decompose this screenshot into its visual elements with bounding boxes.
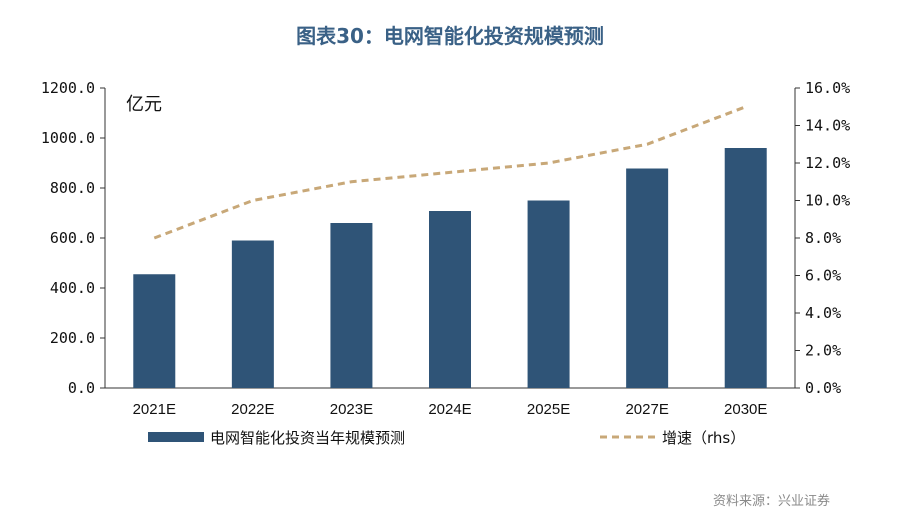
x-tick-label: 2021E (133, 401, 176, 418)
y-axis-unit-label: 亿元 (126, 94, 162, 115)
y-tick-label-right: 10.0% (805, 192, 850, 210)
x-tick-label: 2027E (625, 401, 668, 418)
x-tick-labels: 2021E 2022E 2023E 2024E 2025E 2027E 2030E (133, 401, 768, 418)
bar (330, 223, 373, 388)
chart-title: 图表30：电网智能化投资规模预测 (296, 24, 604, 48)
y-tick-label-right: 6.0% (805, 267, 841, 285)
y-tick-label-left: 1000.0 (41, 129, 95, 147)
y-tick-label-left: 1200.0 (41, 79, 95, 97)
y-ticks-left: 0.0 200.0 400.0 600.0 800.0 1000.0 1200.0 (41, 79, 105, 397)
y-ticks-right: 0.0% 2.0% 4.0% 6.0% 8.0% 10.0% 12.0% 14.0% 16.0% (795, 79, 850, 397)
y-tick-label-left: 200.0 (50, 329, 95, 347)
x-tick-label: 2024E (428, 401, 471, 418)
y-tick-label-left: 800.0 (50, 179, 95, 197)
bar (626, 168, 669, 388)
y-tick-label-left: 400.0 (50, 279, 95, 297)
x-tick-label: 2025E (527, 401, 570, 418)
y-tick-label-left: 0.0 (68, 379, 95, 397)
legend-line-label: 增速（rhs） (662, 429, 745, 447)
y-tick-label-right: 4.0% (805, 304, 841, 322)
bar-series (133, 148, 767, 388)
source-note: 资料来源：兴业证券 (712, 494, 830, 509)
bar (133, 274, 176, 388)
x-tick-label: 2030E (724, 401, 767, 418)
y-tick-label-right: 0.0% (805, 379, 841, 397)
legend: 电网智能化投资当年规模预测 增速（rhs） (148, 429, 745, 447)
growth-line (153, 105, 747, 240)
x-tick-label: 2023E (330, 401, 373, 418)
bar (527, 200, 570, 388)
bar (429, 211, 471, 388)
y-tick-label-right: 8.0% (805, 229, 841, 247)
bar (724, 148, 767, 388)
x-tick-label: 2022E (231, 401, 274, 418)
line-series (153, 105, 747, 240)
legend-bar-swatch (148, 432, 204, 442)
y-tick-label-right: 14.0% (805, 117, 850, 135)
bar (231, 240, 274, 388)
y-tick-label-right: 12.0% (805, 154, 850, 172)
y-tick-label-right: 16.0% (805, 79, 850, 97)
y-tick-label-left: 600.0 (50, 229, 95, 247)
y-tick-label-right: 2.0% (805, 342, 841, 360)
legend-bar-label: 电网智能化投资当年规模预测 (210, 429, 405, 447)
